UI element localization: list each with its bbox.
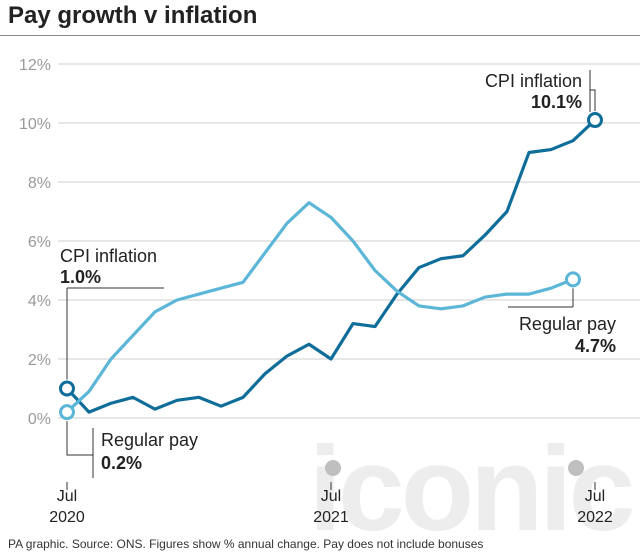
cpi-end-leader xyxy=(589,70,596,112)
title-divider xyxy=(0,35,640,36)
watermark-dot-left xyxy=(325,460,341,476)
watermark: iconic xyxy=(309,422,633,535)
pay-end-marker xyxy=(565,271,581,288)
series-lines xyxy=(65,118,597,414)
y-tick-label: 0% xyxy=(28,411,51,428)
annotation-cpi-start-value: 1.0% xyxy=(60,267,101,287)
x-tick-month: Jul xyxy=(321,488,341,505)
y-tick-label: 12% xyxy=(19,57,51,74)
annotation-pay-end-value: 4.7% xyxy=(575,336,616,356)
x-axis-ticks: Jul 2020 Jul 2021 Jul 2022 xyxy=(49,482,613,526)
y-tick-label: 6% xyxy=(28,234,51,251)
x-tick-year: 2022 xyxy=(577,509,613,526)
end-markers xyxy=(59,112,603,421)
x-tick-year: 2020 xyxy=(49,509,85,526)
annotation-pay-end-label: Regular pay xyxy=(519,314,616,334)
annotation-cpi-start-label: CPI inflation xyxy=(60,246,157,266)
pay-start-marker xyxy=(59,404,75,421)
watermark-dot-right xyxy=(568,460,584,476)
cpi-start-leader xyxy=(66,287,164,380)
cpi-series-line xyxy=(65,118,597,414)
x-tick-year: 2021 xyxy=(313,509,349,526)
y-axis-ticks: 0% 2% 4% 6% 8% 10% 12% xyxy=(19,57,51,428)
grid-lines xyxy=(58,63,640,419)
annotation-pay-start-value: 0.2% xyxy=(101,453,142,473)
y-tick-label: 10% xyxy=(19,116,51,133)
annotation-leaders xyxy=(66,70,596,478)
pay-series-line xyxy=(65,201,575,414)
cpi-end-marker xyxy=(587,112,603,129)
pay-end-leader xyxy=(508,288,574,308)
cpi-start-marker xyxy=(59,380,75,397)
y-tick-label: 4% xyxy=(28,293,51,310)
pay-start-leader xyxy=(66,421,94,478)
annotation-cpi-end-label: CPI inflation xyxy=(485,71,582,91)
chart-title: Pay growth v inflation xyxy=(8,2,258,29)
annotation-cpi-end-value: 10.1% xyxy=(531,92,582,112)
source-footer: PA graphic. Source: ONS. Figures show % … xyxy=(8,537,484,551)
y-tick-label: 8% xyxy=(28,175,51,192)
y-tick-label: 2% xyxy=(28,352,51,369)
annotation-pay-start-label: Regular pay xyxy=(101,430,198,450)
x-tick-month: Jul xyxy=(57,488,77,505)
x-tick-month: Jul xyxy=(585,488,605,505)
line-chart: iconic 0%2%4%6%8%10%12% Jul2020Jul2021Ju… xyxy=(19,57,640,535)
